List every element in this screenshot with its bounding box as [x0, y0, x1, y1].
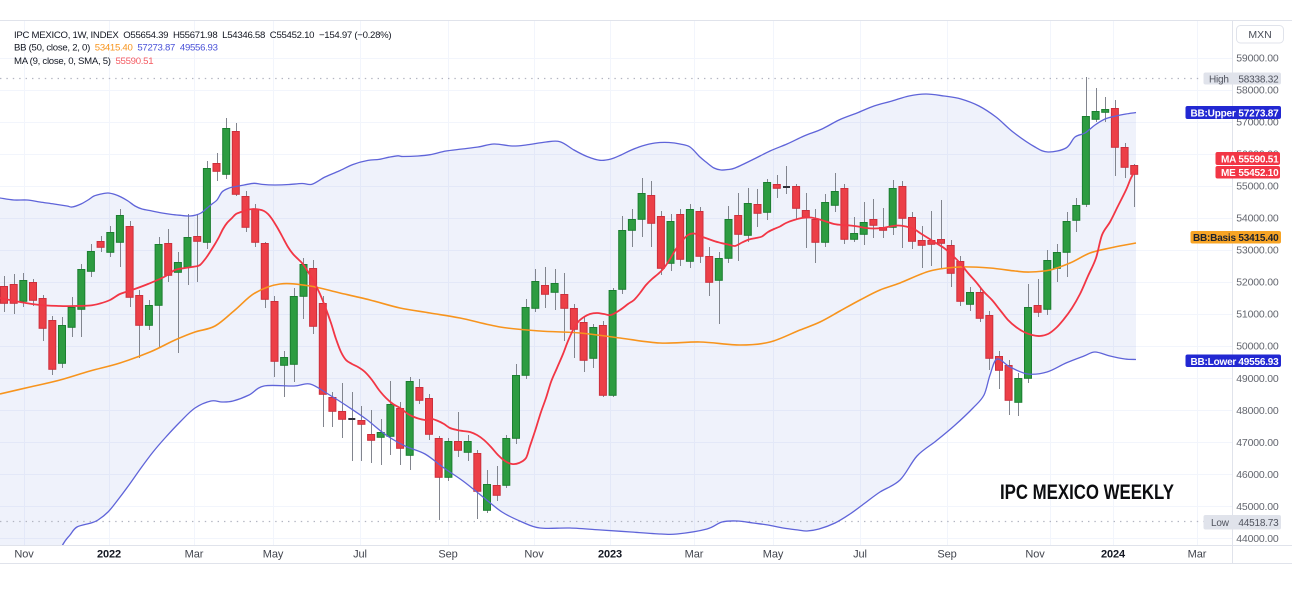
svg-text:MXN: MXN [1248, 29, 1271, 41]
svg-text:2024: 2024 [1101, 549, 1126, 561]
svg-text:BB:Upper: BB:Upper [1191, 109, 1236, 120]
svg-text:Mar: Mar [685, 549, 704, 561]
svg-text:57273.87: 57273.87 [1238, 109, 1279, 120]
svg-text:BB:Basis: BB:Basis [1193, 233, 1236, 244]
svg-text:Nov: Nov [1025, 549, 1045, 561]
svg-text:45000.00: 45000.00 [1236, 501, 1279, 513]
svg-text:Mar: Mar [1188, 549, 1207, 561]
svg-text:54000.00: 54000.00 [1236, 213, 1279, 225]
svg-text:MA (9, close, 0, SMA, 5) 5559: MA (9, close, 0, SMA, 5) 55590.51 [14, 56, 153, 67]
svg-text:58338.32: 58338.32 [1238, 75, 1279, 86]
svg-text:59000.00: 59000.00 [1236, 53, 1279, 65]
svg-text:53000.00: 53000.00 [1236, 245, 1279, 257]
svg-text:55452.10: 55452.10 [1238, 168, 1279, 179]
svg-text:51000.00: 51000.00 [1236, 309, 1279, 321]
svg-text:BB:Lower: BB:Lower [1191, 357, 1237, 368]
svg-text:Sep: Sep [937, 549, 956, 561]
svg-text:IPC MEXICO WEEKLY: IPC MEXICO WEEKLY [1000, 481, 1174, 504]
svg-text:58000.00: 58000.00 [1236, 85, 1279, 97]
svg-text:53415.40: 53415.40 [1238, 233, 1279, 244]
svg-text:MA: MA [1221, 155, 1236, 166]
svg-text:49556.93: 49556.93 [1238, 357, 1279, 368]
svg-text:BB (50, close, 2, 0) 53415.40: BB (50, close, 2, 0) 53415.40 57273.87 4… [14, 43, 218, 54]
svg-text:May: May [763, 549, 784, 561]
svg-text:IPC MEXICO, 1W, INDEX O55654.: IPC MEXICO, 1W, INDEX O55654.39 H55671.9… [14, 30, 391, 41]
svg-text:55000.00: 55000.00 [1236, 181, 1279, 193]
svg-text:50000.00: 50000.00 [1236, 341, 1279, 353]
svg-text:Mar: Mar [185, 549, 204, 561]
svg-text:2022: 2022 [97, 549, 121, 561]
svg-text:High: High [1209, 75, 1229, 86]
svg-text:Jul: Jul [853, 549, 867, 561]
svg-text:ME: ME [1221, 168, 1236, 179]
svg-text:44000.00: 44000.00 [1236, 533, 1279, 545]
svg-text:Nov: Nov [524, 549, 544, 561]
svg-text:Sep: Sep [438, 549, 457, 561]
svg-text:Jul: Jul [353, 549, 367, 561]
svg-text:49000.00: 49000.00 [1236, 373, 1279, 385]
svg-text:44518.73: 44518.73 [1238, 518, 1279, 529]
svg-text:57000.00: 57000.00 [1236, 117, 1279, 129]
svg-text:52000.00: 52000.00 [1236, 277, 1279, 289]
svg-text:48000.00: 48000.00 [1236, 405, 1279, 417]
svg-text:May: May [263, 549, 284, 561]
svg-text:Low: Low [1211, 518, 1230, 529]
svg-text:Nov: Nov [14, 549, 34, 561]
svg-text:55590.51: 55590.51 [1238, 155, 1279, 166]
svg-text:47000.00: 47000.00 [1236, 437, 1279, 449]
svg-text:46000.00: 46000.00 [1236, 469, 1279, 481]
svg-text:2023: 2023 [598, 549, 622, 561]
